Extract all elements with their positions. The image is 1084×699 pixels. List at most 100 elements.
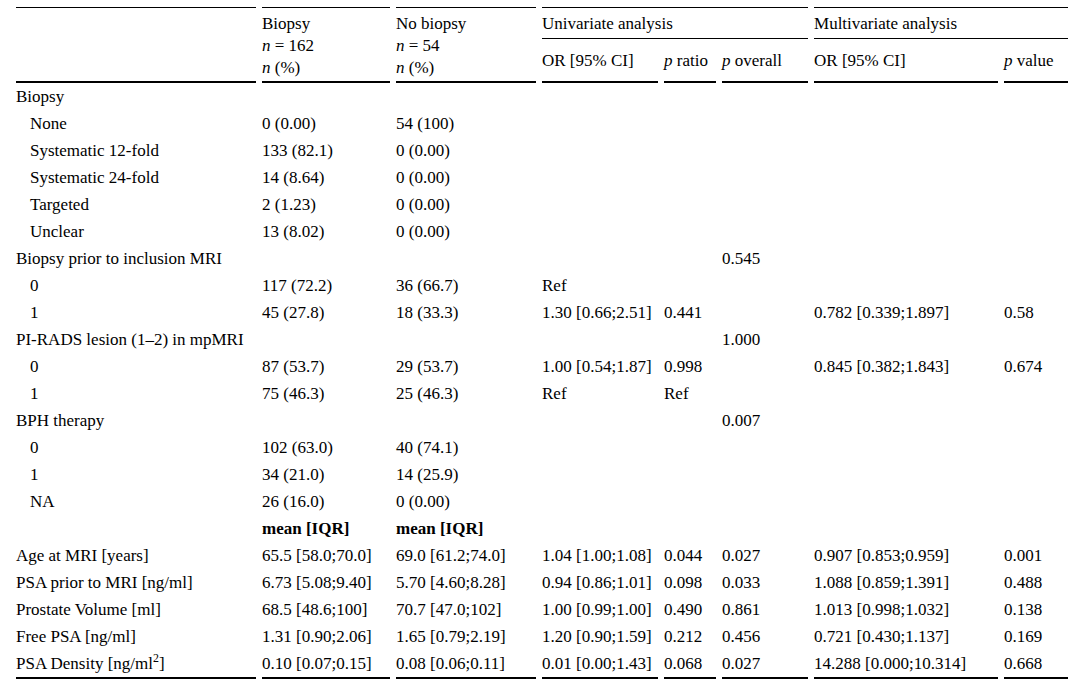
table-cell: [1004, 380, 1068, 407]
row-section-label: PI-RADS lesion (1–2) in mpMRI: [16, 326, 256, 353]
table-cell: [1004, 515, 1068, 542]
table-cell: [262, 326, 390, 353]
col-header-or-univariate: OR [95% CI]: [542, 47, 658, 83]
table-row: 175 (46.3)25 (46.3)RefRef: [16, 380, 1068, 407]
table-cell: [1004, 164, 1068, 191]
table-cell: [722, 461, 808, 488]
table-cell: [1004, 461, 1068, 488]
row-section-label: PSA prior to MRI [ng/ml]: [16, 569, 256, 596]
table-cell: Ref: [542, 380, 658, 407]
table-cell: 54 (100): [396, 110, 536, 137]
table-row: Age at MRI [years]65.5 [58.0;70.0]69.0 […: [16, 542, 1068, 569]
row-label: NA: [16, 488, 256, 515]
italic-n: n: [262, 58, 271, 77]
table-cell: [814, 461, 998, 488]
table-cell: 68.5 [48.6;100]: [262, 596, 390, 623]
table-cell: 133 (82.1): [262, 137, 390, 164]
table-cell: [542, 164, 658, 191]
table-cell: 14.288 [0.000;10.314]: [814, 650, 998, 679]
table-cell: 70.7 [47.0;102]: [396, 596, 536, 623]
table-cell: 0 (0.00): [396, 218, 536, 245]
table-cell: 0.01 [0.00;1.43]: [542, 650, 658, 679]
table-cell: [664, 110, 716, 137]
italic-n: n: [396, 36, 405, 55]
table-cell: 0.441: [664, 299, 716, 326]
table-cell: 1.088 [0.859;1.391]: [814, 569, 998, 596]
table-cell: [1004, 272, 1068, 299]
table-cell: 0.098: [664, 569, 716, 596]
table-cell: 0.674: [1004, 353, 1068, 380]
table-cell: [1004, 191, 1068, 218]
table-cell: [542, 191, 658, 218]
table-cell: [814, 110, 998, 137]
table-cell: 0.001: [1004, 542, 1068, 569]
table-cell: 0 (0.00): [396, 488, 536, 515]
table-body: BiopsyNone0 (0.00)54 (100)Systematic 12-…: [16, 83, 1068, 679]
table-cell: [722, 164, 808, 191]
table-cell: [664, 164, 716, 191]
table-cell: [1004, 218, 1068, 245]
table-cell: [664, 218, 716, 245]
row-label: [16, 515, 256, 542]
col-header-unit: n (%): [262, 57, 390, 79]
table-cell: 87 (53.7): [262, 353, 390, 380]
group-title: Univariate analysis: [542, 13, 808, 39]
table-cell: [396, 407, 536, 434]
table-cell: [542, 137, 658, 164]
table-cell: [664, 515, 716, 542]
table-cell: 5.70 [4.60;8.28]: [396, 569, 536, 596]
table-cell: 0.907 [0.853;0.959]: [814, 542, 998, 569]
group-title: Multivariate analysis: [814, 13, 1068, 39]
col-header-p-ratio: p ratio: [664, 47, 716, 83]
table-cell: [664, 326, 716, 353]
table-row: Systematic 12-fold133 (82.1)0 (0.00): [16, 137, 1068, 164]
row-section-label: Free PSA [ng/ml]: [16, 623, 256, 650]
table-cell: [814, 164, 998, 191]
table-cell: Ref: [542, 272, 658, 299]
table-row: mean [IQR]mean [IQR]: [16, 515, 1068, 542]
table-cell: 0.488: [1004, 569, 1068, 596]
stub-header: [16, 7, 256, 83]
table-cell: [542, 326, 658, 353]
italic-p: p: [664, 51, 673, 70]
row-label: 0: [16, 434, 256, 461]
table-cell: [814, 245, 998, 272]
table-cell: [814, 218, 998, 245]
table-cell: mean [IQR]: [262, 515, 390, 542]
table-cell: 1.04 [1.00;1.08]: [542, 542, 658, 569]
table-cell: [1004, 434, 1068, 461]
table-cell: 1.31 [0.90;2.06]: [262, 623, 390, 650]
row-label: None: [16, 110, 256, 137]
table-cell: [542, 515, 658, 542]
col-header-p-value: p value: [1004, 47, 1068, 83]
col-header-no-biopsy: No biopsy n = 54 n (%): [396, 7, 536, 83]
table-cell: [664, 245, 716, 272]
table-cell: [722, 83, 808, 110]
table-cell: 0.10 [0.07;0.15]: [262, 650, 390, 679]
table-cell: [542, 488, 658, 515]
table-cell: [542, 461, 658, 488]
table-cell: [1004, 245, 1068, 272]
table-cell: [664, 272, 716, 299]
table-cell: 0.545: [722, 245, 808, 272]
row-label: Systematic 12-fold: [16, 137, 256, 164]
table-cell: [722, 218, 808, 245]
table-cell: [1004, 488, 1068, 515]
col-header-title: No biopsy: [396, 13, 536, 35]
table-cell: [814, 380, 998, 407]
table-row: 0102 (63.0)40 (74.1): [16, 434, 1068, 461]
table-row: PSA Density [ng/ml2]0.10 [0.07;0.15]0.08…: [16, 650, 1068, 679]
col-header-n: n = 162: [262, 35, 390, 57]
table-row: Biopsy prior to inclusion MRI0.545: [16, 245, 1068, 272]
table-cell: 13 (8.02): [262, 218, 390, 245]
row-section-label: Biopsy: [16, 83, 256, 110]
table-cell: 29 (53.7): [396, 353, 536, 380]
table-cell: 0.456: [722, 623, 808, 650]
table-cell: 0.027: [722, 542, 808, 569]
group-header-multivariate: Multivariate analysis: [814, 7, 1068, 47]
table-cell: 1.013 [0.998;1.032]: [814, 596, 998, 623]
table-cell: 0 (0.00): [396, 164, 536, 191]
italic-n: n: [396, 58, 405, 77]
table-cell: [722, 515, 808, 542]
table-cell: [664, 83, 716, 110]
